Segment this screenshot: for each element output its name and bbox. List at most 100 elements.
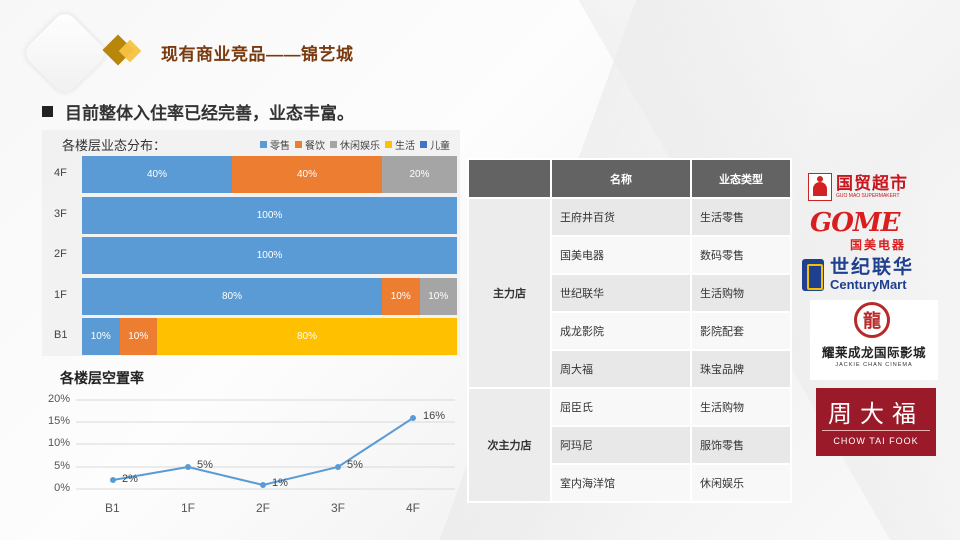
bullet-text: 目前整体入住率已经完善，业态丰富。 (65, 104, 354, 123)
bar-category-label: 2F (54, 248, 67, 260)
table-row: 国美电器 数码零售 (468, 235, 792, 275)
logo-text: GOME (810, 208, 900, 238)
legend-item-kids: 儿童 (420, 137, 450, 152)
tenant-name: 周大福 (550, 349, 692, 389)
chart-legend: 零售 餐饮 休闲娱乐 生活 儿童 (255, 137, 450, 152)
tenant-name: 世纪联华 (550, 273, 692, 313)
chow-tai-fook-logo: 周大福 CHOW TAI FOOK (816, 388, 936, 456)
y-tick: 20% (47, 393, 70, 405)
group-label-sub-anchor: 次主力店 (467, 387, 552, 503)
legend-item-leisure: 休闲娱乐 (330, 137, 380, 152)
tenant-type: 服饰零售 (690, 425, 792, 465)
tenant-name: 王府井百货 (550, 197, 692, 237)
logo-text: 周大福 (828, 401, 924, 428)
data-label: 5% (347, 459, 363, 471)
tenant-type: 生活购物 (690, 387, 792, 427)
dragon-emblem-icon: 龍 (854, 302, 890, 338)
bar-segment-dining: 10% (382, 278, 420, 315)
tenant-name: 室内海洋馆 (550, 463, 692, 503)
logo-subtext: JACKIE CHAN CINEMA (835, 362, 913, 368)
data-label: 5% (197, 459, 213, 471)
logo-text: 国贸超市 (836, 173, 908, 193)
tenant-type: 影院配套 (690, 311, 792, 351)
y-tick: 5% (54, 460, 70, 472)
chart-title: 各楼层业态分布： (62, 138, 167, 153)
century-mart-logo: 世纪联华 CenturyMart (802, 254, 938, 296)
logo-subtext: GUO MAO SUPERMAKERT (836, 192, 900, 199)
bar-segment-leisure: 20% (382, 156, 457, 193)
table-row: 主力店 王府井百货 生活零售 (467, 197, 792, 389)
bar-row-2f: 100% (82, 237, 457, 274)
table-row: 阿玛尼 服饰零售 (468, 425, 792, 465)
table-header-name: 名称 (550, 158, 692, 199)
data-label: 1% (272, 477, 288, 489)
bar-segment-retail: 100% (82, 237, 457, 274)
legend-item-dining: 餐饮 (295, 137, 325, 152)
tenant-table: 名称 业态类型 主力店 王府井百货 生活零售 国美电器 数码零售 世纪联华 生活… (467, 158, 792, 503)
legend-label: 零售 (270, 141, 290, 152)
bar-row-b1: 10% 10% 80% (82, 318, 457, 355)
table-header-group (467, 158, 552, 199)
tenant-name: 阿玛尼 (550, 425, 692, 465)
table-row: 世纪联华 生活购物 (468, 273, 792, 313)
bullet-point: 目前整体入住率已经完善，业态丰富。 (42, 99, 354, 124)
logo-divider (822, 430, 930, 431)
jackie-chan-cinema-logo: 龍 耀莱成龙国际影城 JACKIE CHAN CINEMA (810, 300, 938, 380)
vacancy-line-chart: 20% 15% 10% 5% 0% 2% 5% 1% 5% 16% B1 1F … (40, 390, 460, 530)
bar-category-label: 4F (54, 167, 67, 179)
legend-item-retail: 零售 (260, 137, 290, 152)
bar-segment-dining: 40% (232, 156, 382, 193)
guomao-logo: 国贸超市 GUO MAO SUPERMAKERT (808, 170, 918, 204)
legend-item-life: 生活 (385, 137, 415, 152)
bar-segment-life: 80% (157, 318, 457, 355)
gome-logo: GOME 国美电器 (810, 210, 922, 254)
x-tick: 1F (181, 501, 196, 515)
data-label: 2% (122, 473, 138, 485)
bar-row-1f: 80% 10% 10% (82, 278, 457, 315)
y-tick: 0% (54, 482, 70, 494)
bar-segment-retail: 100% (82, 197, 457, 234)
logo-subtext: CHOW TAI FOOK (833, 436, 919, 446)
table-row: 成龙影院 影院配套 (468, 311, 792, 351)
slide-title: 现有商业竞品——锦艺城 (161, 45, 354, 64)
tenant-type: 生活购物 (690, 273, 792, 313)
x-tick: B1 (105, 501, 120, 515)
line-chart-title: 各楼层空置率 (60, 370, 144, 386)
bar-category-label: B1 (54, 329, 68, 341)
bar-segment-dining: 10% (119, 318, 157, 355)
square-bullet-icon (42, 106, 53, 117)
tenant-type: 珠宝品牌 (690, 349, 792, 389)
legend-label: 休闲娱乐 (340, 141, 380, 152)
legend-label: 儿童 (430, 141, 450, 152)
y-tick: 15% (47, 415, 70, 427)
group-label-anchor: 主力店 (467, 197, 552, 389)
guomao-emblem-icon (808, 173, 832, 201)
table-row: 室内海洋馆 休闲娱乐 (468, 463, 792, 503)
legend-swatch (420, 141, 427, 148)
tenant-name: 屈臣氏 (550, 387, 692, 427)
bar-segment-leisure: 10% (419, 278, 457, 315)
table-header-type: 业态类型 (690, 158, 792, 199)
y-tick: 10% (47, 437, 70, 449)
logo-subtext: 国美电器 (850, 238, 907, 252)
tenant-type: 数码零售 (690, 235, 792, 275)
data-label: 16% (423, 410, 446, 422)
logo-text: 世纪联华 (830, 257, 915, 278)
legend-swatch (385, 141, 392, 148)
table-header-row: 名称 业态类型 (467, 158, 792, 199)
line-plot (76, 399, 455, 490)
century-emblem-icon (802, 259, 824, 291)
logo-subtext: CenturyMart (830, 277, 907, 292)
legend-swatch (295, 141, 302, 148)
bar-row-3f: 100% (82, 197, 457, 234)
bar-category-label: 1F (54, 289, 67, 301)
legend-label: 餐饮 (305, 141, 325, 152)
legend-swatch (330, 141, 337, 148)
x-tick: 4F (406, 501, 421, 515)
bar-category-label: 3F (54, 208, 67, 220)
bar-segment-retail: 80% (82, 278, 382, 315)
legend-label: 生活 (395, 141, 415, 152)
bar-row-4f: 40% 40% 20% (82, 156, 457, 193)
tenant-name: 国美电器 (550, 235, 692, 275)
tenant-name: 成龙影院 (550, 311, 692, 351)
